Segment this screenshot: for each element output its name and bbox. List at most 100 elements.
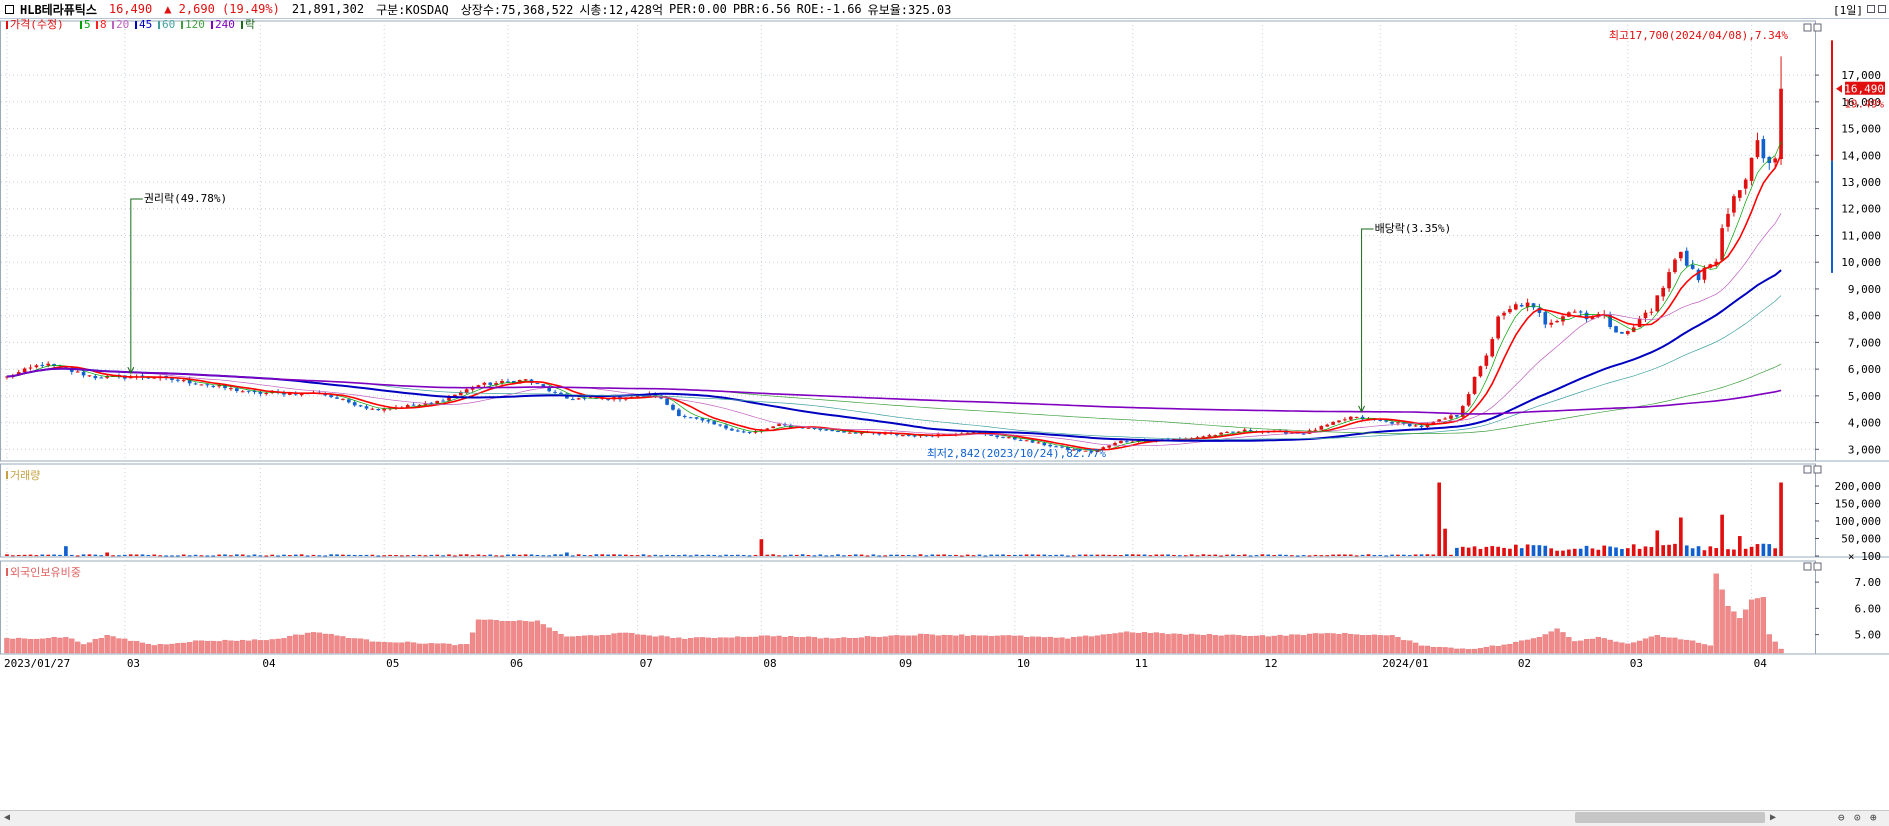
menu-icon[interactable] — [5, 4, 14, 14]
volume-bar — [1743, 548, 1748, 556]
volume-bar — [470, 555, 475, 557]
candle-body — [464, 389, 469, 393]
volume-bar — [1343, 554, 1347, 556]
candle-body — [1066, 446, 1070, 450]
candle-body — [282, 392, 286, 395]
foreign-bar — [752, 636, 759, 654]
roe-value: ROE:-1.66 — [796, 2, 862, 16]
candle-body — [1225, 431, 1229, 433]
foreign-bar — [894, 635, 900, 654]
foreign-bar — [234, 640, 240, 654]
candle-body — [512, 381, 516, 383]
volume-bar — [1755, 544, 1760, 556]
foreign-bar — [1224, 634, 1230, 654]
volume-bar — [1702, 550, 1707, 556]
maximize-icon[interactable] — [1867, 5, 1875, 13]
candle-body — [588, 397, 593, 399]
foreign-bar — [493, 620, 499, 654]
candle-body — [877, 433, 882, 435]
volume-bar — [1572, 548, 1577, 556]
foreign-bar — [947, 635, 953, 654]
foreign-bar — [1377, 635, 1383, 654]
candle-body — [1643, 312, 1648, 319]
volume-bar — [783, 555, 787, 557]
foreign-bar — [80, 644, 87, 654]
candle-body — [152, 377, 157, 379]
horizontal-scrollbar[interactable] — [0, 810, 1889, 826]
foreign-bar — [823, 637, 829, 654]
volume-bar — [211, 555, 216, 557]
foreign-bar — [57, 637, 63, 654]
per-value: PER:0.00 — [669, 2, 727, 16]
volume-bar — [346, 554, 351, 556]
period-selector[interactable]: [1일] — [1833, 4, 1863, 17]
foreign-bar — [723, 637, 729, 654]
foreign-bar — [847, 638, 853, 654]
candle-body — [1578, 311, 1583, 313]
panel-close-icon — [1813, 23, 1822, 32]
zoom-in-icon[interactable]: ⊕ — [1870, 811, 1877, 824]
candle-body — [170, 377, 174, 380]
zoom-reset-icon[interactable]: ⊙ — [1854, 811, 1861, 824]
volume-bar — [759, 539, 764, 556]
volume-bar — [1136, 554, 1141, 556]
volume-bar — [1166, 554, 1170, 556]
volume-bar — [1325, 555, 1330, 557]
rights-marker — [130, 198, 143, 374]
foreign-bar — [882, 636, 888, 654]
candle-body — [912, 435, 917, 437]
foreign-bar — [1642, 638, 1649, 654]
volume-bar — [364, 554, 369, 556]
volume-bar — [1178, 555, 1182, 557]
candle-body — [1543, 312, 1548, 325]
foreign-bar — [1737, 618, 1743, 654]
volume-bar — [800, 554, 805, 556]
zoom-out-icon[interactable]: ⊖ — [1838, 811, 1845, 824]
foreign-bar — [387, 642, 393, 654]
volume-bar — [1001, 554, 1005, 556]
volume-bar — [594, 554, 599, 556]
candle-body — [1384, 420, 1388, 422]
volume-bar — [117, 555, 121, 557]
foreign-bar — [1365, 635, 1372, 654]
candle-body — [1690, 264, 1695, 269]
candle-body — [724, 425, 728, 429]
candle-body — [671, 404, 675, 410]
foreign-bar — [534, 620, 541, 654]
volume-bar — [1614, 547, 1618, 556]
foreign-bar — [1495, 646, 1501, 654]
legend-ma-45: 45 — [139, 19, 152, 31]
foreign-bar — [1448, 647, 1454, 654]
scroll-thumb[interactable] — [1575, 812, 1765, 823]
chart-area[interactable]: 권리락(49.78%) 배당락(3.35%) 최고17,700(2024/04/08… — [0, 19, 1889, 810]
volume-bar — [22, 554, 27, 556]
volume-bar — [629, 555, 634, 557]
volume-bar — [476, 554, 481, 556]
candle-body — [1390, 422, 1394, 424]
legend-ma-60: 60 — [162, 19, 175, 31]
market-type: 구분:KOSDAQ — [376, 2, 449, 17]
foreign-bar — [1159, 633, 1165, 654]
foreign-bar — [876, 637, 882, 654]
volume-bar — [830, 555, 834, 557]
scroll-right-icon[interactable]: ▶ — [1770, 812, 1777, 823]
price-tick-label: 14,000 — [1841, 149, 1881, 162]
candle-body — [706, 420, 711, 422]
scroll-left-icon[interactable]: ◀ — [4, 812, 11, 823]
foreign-bar — [375, 641, 381, 654]
close-icon[interactable] — [1878, 5, 1886, 13]
volume-bar — [1295, 555, 1300, 557]
candle-body — [382, 408, 386, 411]
volume-bar — [671, 554, 675, 556]
foreign-bar — [1153, 632, 1159, 654]
foreign-bar — [1489, 645, 1495, 654]
foreign-bar — [1135, 632, 1142, 654]
volume-bar — [1319, 555, 1324, 557]
foreign-bar — [941, 634, 947, 654]
foreign-bar — [1654, 635, 1660, 654]
foreign-bar — [782, 637, 788, 654]
volume-bar — [246, 555, 251, 557]
volume-bar — [959, 555, 964, 557]
candle-body — [535, 383, 540, 385]
x-tick-label: 11 — [1135, 657, 1148, 670]
